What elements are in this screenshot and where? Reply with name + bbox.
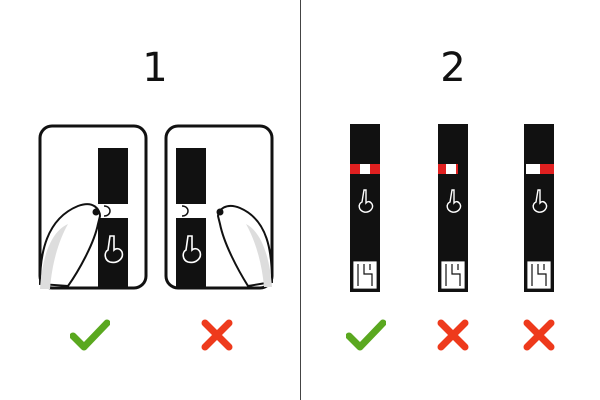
finger-shade	[40, 224, 68, 289]
finger-symbol-icon	[104, 235, 124, 264]
meter-panel-incorrect	[164, 124, 274, 290]
test-strip-correct	[350, 124, 380, 292]
sample-arc	[103, 205, 111, 217]
finger-shade	[246, 224, 272, 287]
finger-outline	[216, 204, 274, 288]
blood-fill-partial	[540, 164, 554, 174]
strip-sample-window	[526, 164, 540, 174]
test-strip-incorrect-1	[438, 124, 468, 292]
finger-symbol-icon	[532, 189, 548, 213]
finger-symbol-icon	[446, 189, 462, 213]
strip-contacts	[441, 261, 465, 289]
strip-sample-window	[170, 204, 218, 218]
meter-panel-correct	[38, 124, 148, 290]
cross-icon	[201, 319, 233, 351]
strip-sample-window	[446, 164, 456, 174]
step-number-2: 2	[440, 45, 466, 91]
finger-symbol-icon	[182, 235, 202, 264]
sample-arc	[181, 205, 189, 217]
finger-outline	[38, 203, 102, 288]
blood-drop	[92, 208, 100, 216]
strip-sample-window	[94, 204, 142, 218]
check-icon	[70, 319, 110, 351]
cross-icon	[437, 319, 469, 351]
strip-sample-window	[360, 164, 370, 174]
finger-symbol-icon	[358, 189, 374, 213]
test-strip-incorrect-2	[524, 124, 554, 292]
cross-icon	[523, 319, 555, 351]
strip-contacts	[527, 261, 551, 289]
step-number-1: 1	[142, 45, 168, 91]
check-icon	[346, 319, 386, 351]
section-divider	[300, 0, 301, 400]
blood-drop	[216, 208, 224, 216]
strip-contacts	[353, 261, 377, 289]
